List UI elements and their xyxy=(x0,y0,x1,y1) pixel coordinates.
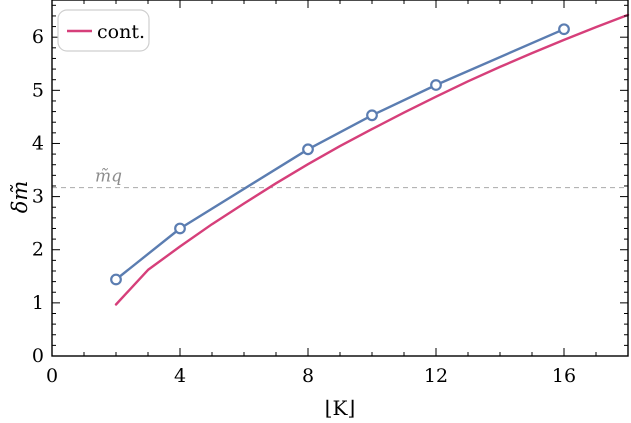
y-tick-label: 6 xyxy=(32,26,44,48)
y-axis-title: δm̃ xyxy=(8,181,32,214)
data-point xyxy=(366,109,378,122)
y-tick-label: 2 xyxy=(32,239,44,261)
x-tick-label: 12 xyxy=(424,365,448,387)
data-point xyxy=(110,273,122,286)
data-point xyxy=(174,222,186,235)
y-tick-label: 0 xyxy=(32,345,44,367)
plot-frame xyxy=(51,0,629,357)
x-tick-label: 4 xyxy=(174,365,186,387)
x-tick-label: 0 xyxy=(46,365,58,387)
y-tick-label: 4 xyxy=(32,132,44,154)
data-point xyxy=(302,143,314,156)
y-tick-label: 1 xyxy=(32,292,44,314)
x-axis-title: ⌊K⌋ xyxy=(325,396,356,420)
series-line-0 xyxy=(114,13,630,306)
y-tick-label: 3 xyxy=(32,186,44,208)
data-point xyxy=(430,79,442,91)
y-tick-label: 5 xyxy=(32,79,44,101)
legend-label-cont: cont. xyxy=(97,21,145,43)
x-tick-label: 16 xyxy=(552,365,576,387)
legend: cont. xyxy=(57,9,150,52)
data-point xyxy=(558,23,570,36)
reference-line-label: m̃q xyxy=(95,167,122,187)
x-tick-label: 8 xyxy=(302,365,314,387)
legend-box xyxy=(57,9,150,52)
series-line-1 xyxy=(114,28,566,281)
